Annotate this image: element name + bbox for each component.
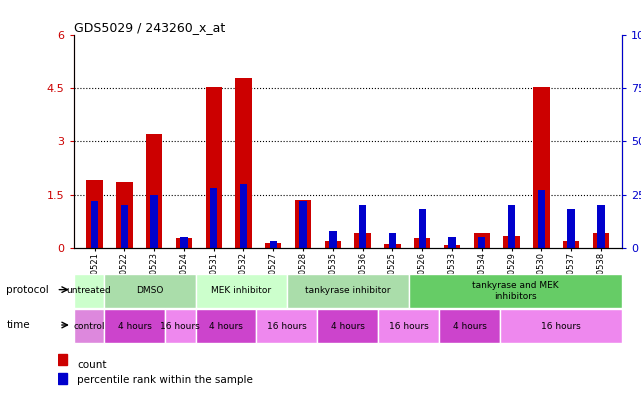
Text: time: time: [6, 320, 30, 330]
Bar: [567, 209, 575, 248]
Bar: [593, 233, 609, 248]
Bar: [104, 274, 196, 308]
Bar: [58, 373, 67, 384]
Text: 4 hours: 4 hours: [453, 322, 487, 331]
Bar: [74, 274, 104, 308]
Bar: [270, 241, 277, 248]
Bar: [500, 309, 622, 343]
Bar: [409, 274, 622, 308]
Bar: [104, 309, 165, 343]
Bar: [116, 182, 133, 248]
Text: tankyrase inhibitor: tankyrase inhibitor: [305, 286, 390, 295]
Bar: [58, 354, 67, 365]
Bar: [196, 309, 256, 343]
Text: 4 hours: 4 hours: [331, 322, 365, 331]
Text: 16 hours: 16 hours: [541, 322, 581, 331]
Bar: [146, 134, 162, 248]
Bar: [287, 274, 409, 308]
Bar: [563, 241, 579, 248]
Text: tankyrase and MEK
inhibitors: tankyrase and MEK inhibitors: [472, 281, 558, 301]
Bar: [240, 184, 247, 248]
Bar: [329, 231, 337, 248]
Bar: [359, 205, 366, 248]
Text: 16 hours: 16 hours: [160, 322, 200, 331]
Bar: [74, 309, 104, 343]
Text: count: count: [77, 360, 106, 370]
Bar: [235, 78, 252, 248]
Bar: [256, 309, 317, 343]
Bar: [265, 243, 281, 248]
Text: protocol: protocol: [6, 285, 49, 295]
Bar: [508, 205, 515, 248]
Bar: [414, 238, 430, 248]
Bar: [210, 188, 217, 248]
Bar: [533, 87, 549, 248]
Bar: [317, 309, 378, 343]
Bar: [299, 201, 307, 248]
Bar: [439, 309, 500, 343]
Text: 4 hours: 4 hours: [209, 322, 243, 331]
Bar: [91, 201, 98, 248]
Text: DMSO: DMSO: [136, 286, 163, 295]
Text: 4 hours: 4 hours: [118, 322, 151, 331]
Bar: [324, 241, 341, 248]
Bar: [448, 237, 456, 248]
Bar: [388, 233, 396, 248]
Text: percentile rank within the sample: percentile rank within the sample: [77, 375, 253, 386]
Bar: [378, 309, 439, 343]
Bar: [180, 237, 188, 248]
Bar: [87, 180, 103, 248]
Bar: [419, 209, 426, 248]
Text: 16 hours: 16 hours: [388, 322, 429, 331]
Bar: [444, 245, 460, 248]
Bar: [384, 244, 401, 248]
Text: control: control: [73, 322, 104, 331]
Text: untreated: untreated: [67, 286, 112, 295]
Bar: [503, 236, 520, 248]
Bar: [151, 195, 158, 248]
Bar: [354, 233, 371, 248]
Bar: [478, 237, 485, 248]
Bar: [538, 190, 545, 248]
Bar: [206, 87, 222, 248]
Bar: [597, 205, 604, 248]
Text: GDS5029 / 243260_x_at: GDS5029 / 243260_x_at: [74, 21, 225, 34]
Bar: [295, 200, 312, 248]
Bar: [165, 309, 196, 343]
Bar: [121, 205, 128, 248]
Bar: [176, 238, 192, 248]
Bar: [474, 233, 490, 248]
Text: MEK inhibitor: MEK inhibitor: [211, 286, 271, 295]
Text: 16 hours: 16 hours: [267, 322, 307, 331]
Bar: [196, 274, 287, 308]
